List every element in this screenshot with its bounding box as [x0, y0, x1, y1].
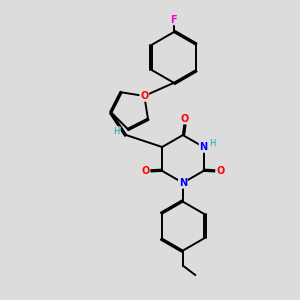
Text: H: H	[209, 139, 215, 148]
Text: F: F	[171, 14, 177, 25]
Text: H: H	[114, 127, 120, 136]
Text: O: O	[216, 167, 224, 176]
Text: O: O	[180, 114, 188, 124]
Text: N: N	[200, 142, 208, 152]
Text: O: O	[140, 91, 148, 101]
Text: O: O	[141, 167, 150, 176]
Text: N: N	[179, 178, 187, 188]
